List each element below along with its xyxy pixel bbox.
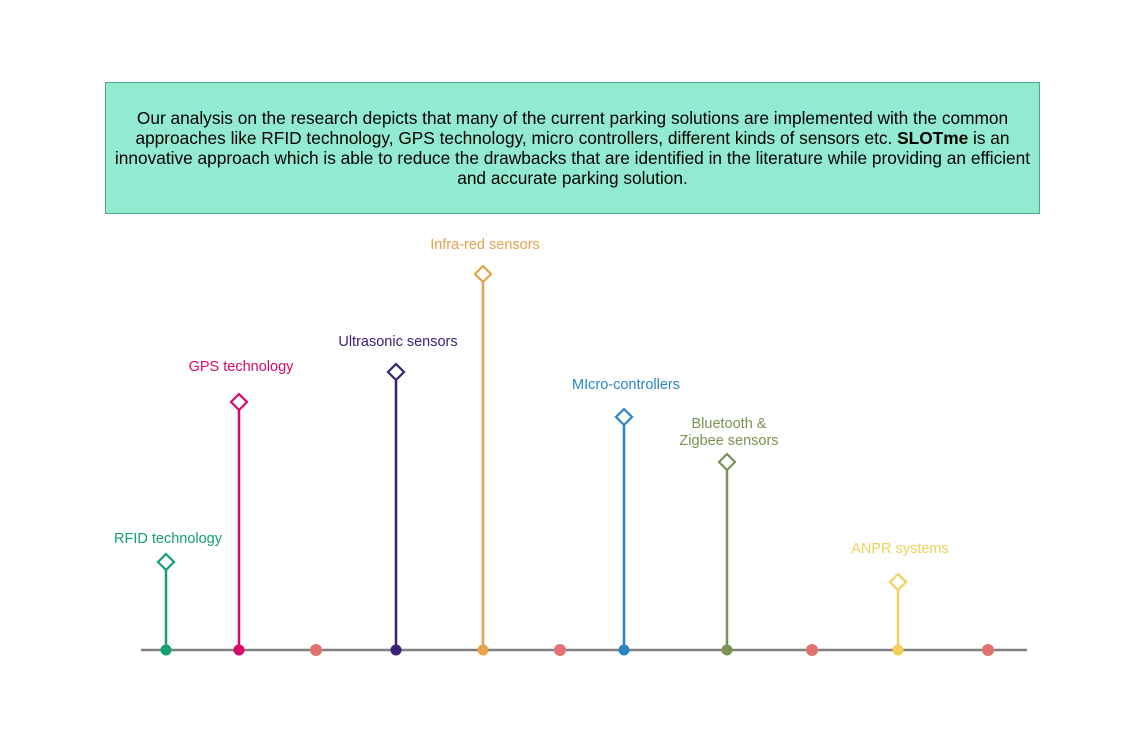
summary-box: Our analysis on the research depicts tha… — [105, 82, 1040, 214]
milestone-label-rfid: RFID technology — [114, 531, 223, 547]
milestone-diamond-rfid — [156, 552, 176, 572]
milestone-diamond-infrared — [473, 264, 493, 284]
milestone-dot-gps — [233, 644, 245, 656]
spacer-dot-3 — [806, 644, 818, 656]
milestone-microcontrollers: MIcro-controllers — [572, 377, 680, 656]
spacer-dot-2 — [554, 644, 566, 656]
milestone-label-bluetooth-zigbee: Zigbee sensors — [679, 433, 778, 449]
milestone-label-microcontrollers: MIcro-controllers — [572, 377, 680, 393]
summary-text: Our analysis on the research depicts tha… — [108, 108, 1037, 188]
milestone-dot-microcontrollers — [618, 644, 630, 656]
summary-highlight: SLOTme — [897, 128, 969, 148]
milestone-dot-anpr — [892, 644, 904, 656]
milestone-diamond-microcontrollers — [614, 407, 634, 427]
milestone-label-gps: GPS technology — [189, 359, 295, 375]
milestone-diamond-bluetooth-zigbee — [717, 452, 737, 472]
spacer-dot-4 — [982, 644, 994, 656]
milestone-infrared: Infra-red sensors — [430, 237, 540, 656]
milestone-label-bluetooth-zigbee: Bluetooth & — [692, 416, 767, 432]
milestone-dot-bluetooth-zigbee — [721, 644, 733, 656]
milestone-dot-infrared — [477, 644, 489, 656]
milestone-dot-ultrasonic — [390, 644, 402, 656]
summary-text-after: is an innovative approach which is able … — [114, 128, 1031, 188]
milestone-dot-rfid — [160, 644, 172, 656]
milestone-diamond-gps — [229, 392, 249, 412]
milestone-diamond-ultrasonic — [386, 362, 406, 382]
summary-text-before: Our analysis on the research depicts tha… — [135, 108, 1009, 148]
milestone-ultrasonic: Ultrasonic sensors — [338, 334, 458, 656]
milestone-bluetooth-zigbee: Bluetooth &Zigbee sensors — [679, 416, 779, 656]
milestone-gps: GPS technology — [189, 359, 295, 656]
milestone-label-ultrasonic: Ultrasonic sensors — [338, 334, 457, 350]
milestone-rfid: RFID technology — [114, 531, 223, 656]
milestone-anpr: ANPR systems — [851, 541, 949, 656]
spacer-dot-1 — [310, 644, 322, 656]
milestone-label-anpr: ANPR systems — [851, 541, 949, 557]
milestone-diamond-anpr — [888, 572, 908, 592]
milestone-label-infrared: Infra-red sensors — [430, 237, 540, 253]
